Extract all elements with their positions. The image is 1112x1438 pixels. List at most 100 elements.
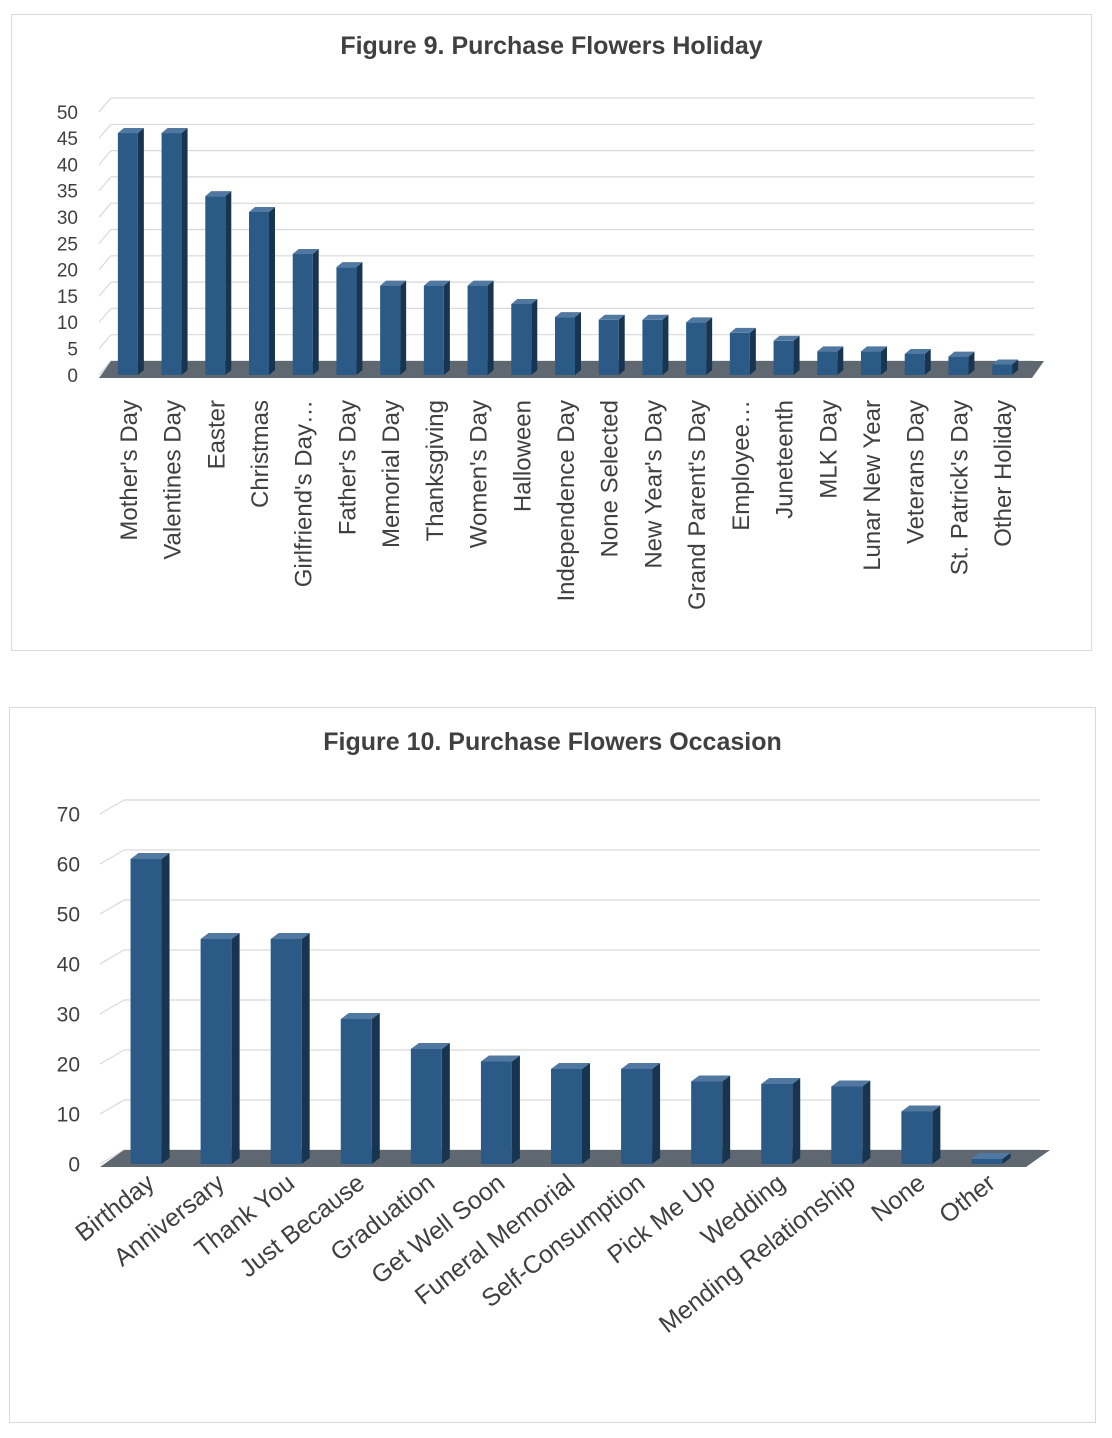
bar	[551, 1063, 590, 1164]
x-category-label: Valentines Day	[160, 400, 187, 560]
x-category-label: Independence Day	[553, 400, 580, 602]
bar	[992, 359, 1019, 375]
gridline-diag	[98, 360, 112, 376]
y-tick-label: 40	[57, 954, 80, 977]
bar	[410, 1043, 450, 1164]
bar	[831, 1080, 871, 1164]
bar	[621, 1063, 661, 1164]
gridline-diag	[98, 281, 112, 297]
gridline-diag	[99, 1099, 125, 1115]
chart-title: Figure 10. Purchase Flowers Occasion	[323, 728, 782, 756]
bar	[861, 346, 887, 375]
bar	[200, 933, 240, 1164]
bar	[130, 853, 170, 1164]
x-category-label: Employee…	[728, 400, 755, 531]
bar	[761, 1078, 801, 1164]
x-category-label: MLK Day	[815, 400, 842, 499]
chart-title: Figure 9. Purchase Flowers Holiday	[340, 32, 763, 60]
gridline-diag	[99, 1049, 125, 1065]
x-category-label: Other	[934, 1169, 1001, 1230]
y-tick-label: 0	[67, 366, 78, 387]
bar	[205, 191, 232, 375]
chart-panel-holiday: Figure 9. Purchase Flowers Holiday 0 5 10 1…	[11, 14, 1092, 651]
bar	[336, 262, 363, 375]
gridline-diag	[98, 202, 112, 218]
bar	[161, 128, 188, 375]
y-tick-label: 5	[67, 340, 78, 361]
bar	[642, 314, 669, 375]
gridline-diag	[99, 899, 125, 915]
x-category-label: Veterans Day	[903, 400, 930, 544]
gridline-diag	[98, 123, 112, 139]
x-category-label: Memorial Day	[378, 400, 405, 548]
holiday-bar-chart: 0 5 10 15 20 25 30 35 40 45 50 Mother's Day Valentin…	[57, 97, 1044, 610]
gridline-diag	[98, 229, 112, 244]
x-category-label: Lunar New Year	[859, 400, 886, 571]
y-tick-label: 20	[57, 1054, 80, 1077]
y-tick-label: 50	[57, 904, 80, 927]
gridline-diag	[98, 97, 112, 113]
x-category-label: Girlfriend's Day…	[291, 400, 318, 587]
bar	[423, 280, 450, 375]
bar	[249, 206, 275, 375]
gridline-diag	[98, 308, 112, 323]
x-category-label: Easter	[203, 400, 230, 469]
occasion-bar-chart: 010203040506070BirthdayAnniversaryThank …	[57, 799, 1050, 1339]
y-tick-label: 70	[57, 804, 80, 827]
bar	[948, 351, 975, 375]
bar	[971, 1153, 1011, 1164]
y-tick-label: 30	[57, 1004, 80, 1027]
chart-panel-occasion: Figure 10. Purchase Flowers Occasion 0 10…	[9, 707, 1096, 1423]
x-category-label: None Selected	[597, 400, 624, 557]
y-tick-label: 15	[57, 287, 78, 308]
x-category-label: Women's Day	[466, 400, 493, 548]
y-tick-label: 60	[57, 854, 80, 877]
bar	[686, 317, 713, 375]
bar	[270, 933, 310, 1164]
bar	[901, 1105, 941, 1164]
x-category-label: Halloween	[509, 400, 536, 512]
gridline-diag	[98, 255, 112, 271]
y-tick-label: 10	[57, 1104, 80, 1127]
gridline-diag	[98, 176, 112, 192]
bar	[817, 346, 844, 375]
bar	[691, 1075, 731, 1164]
bar	[340, 1013, 380, 1164]
bar	[598, 314, 625, 375]
bar	[904, 348, 931, 375]
y-tick-label: 25	[57, 234, 78, 255]
x-category-label: New Year's Day	[640, 400, 667, 569]
bar	[729, 327, 756, 375]
gridline-diag	[99, 799, 125, 815]
gridline-diag	[98, 150, 112, 165]
y-tick-label: 10	[57, 313, 78, 334]
x-category-label: St. Patrick's Day	[946, 400, 973, 575]
gridline-diag	[99, 849, 125, 865]
y-tick-label: 20	[57, 261, 78, 282]
y-tick-label: 50	[57, 103, 78, 124]
gridline-diag	[99, 1149, 125, 1165]
y-tick-label: 45	[57, 129, 78, 150]
x-category-label: None	[866, 1169, 930, 1228]
x-category-label: Mother's Day	[116, 400, 143, 541]
x-category-label: Juneteenth	[772, 400, 799, 519]
y-tick-label: 40	[57, 155, 78, 176]
y-tick-label: 30	[57, 208, 78, 229]
bar	[555, 312, 581, 375]
x-category-label: Father's Day	[334, 400, 361, 535]
bar	[480, 1055, 520, 1164]
y-tick-label: 0	[68, 1154, 80, 1177]
y-tick-label: 35	[57, 182, 78, 203]
gridline-diag	[99, 999, 125, 1015]
bar	[773, 335, 800, 375]
x-category-label: Other Holiday	[990, 400, 1017, 547]
bar	[380, 280, 407, 375]
gridline-diag	[98, 334, 112, 350]
x-category-label: Grand Parent's Day	[684, 400, 711, 610]
bar	[467, 280, 494, 375]
bar	[511, 298, 538, 375]
bar	[117, 128, 144, 375]
x-category-label: Christmas	[247, 400, 274, 508]
gridline-diag	[99, 949, 125, 965]
bar	[292, 249, 319, 375]
